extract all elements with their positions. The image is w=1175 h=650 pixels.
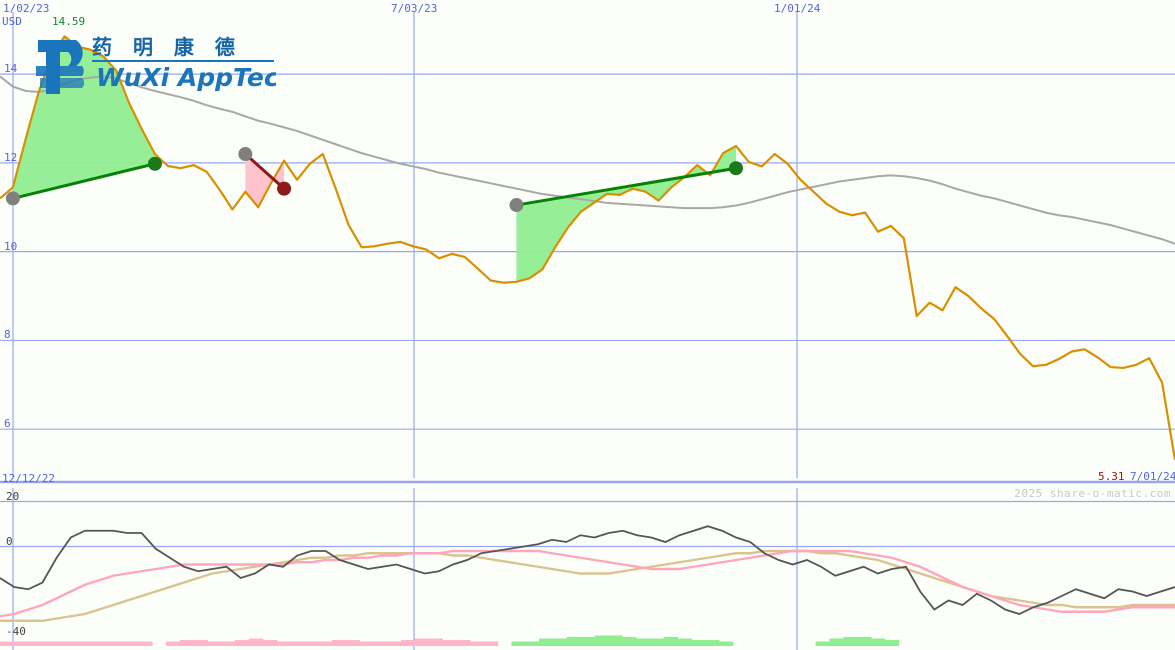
histogram-bar [400,640,416,646]
histogram-bar [0,641,15,646]
histogram-bar [179,640,195,646]
histogram-bar [248,638,264,646]
trade-exit-marker-profit[interactable] [728,161,743,176]
histogram-bar [442,640,457,646]
histogram-bar [359,641,374,646]
indicator-pink-line [0,549,1175,618]
histogram-bar [304,641,319,646]
indicator-main-line [0,525,1175,615]
histogram-bar [635,638,651,646]
label-late-date: 1/01/24 [774,2,821,15]
trade-entry-marker[interactable] [509,198,524,213]
histogram-bar [193,640,208,646]
trade-exit-marker-profit[interactable] [147,156,162,171]
histogram-bar [27,641,43,646]
histogram-bar [511,641,526,646]
histogram-bar [649,638,665,646]
histogram-bar [138,641,153,646]
histogram-bar [829,638,844,646]
label-end-date: 7/01/24 [1130,470,1175,483]
histogram-bar [387,641,402,646]
label-end-price: 5.31 [1098,470,1125,483]
histogram-bar [69,641,84,646]
histogram-bar [414,638,430,646]
histogram-bar [221,641,236,646]
trade-region-loss [245,154,285,208]
histogram-bar [608,635,623,646]
histogram-bar [691,640,706,646]
histogram-bar [428,638,443,646]
histogram-bar [41,641,56,646]
histogram-bar [622,637,637,646]
histogram-bar [235,640,250,646]
histogram-bar [580,637,596,646]
price-y-tick: 8 [4,328,11,342]
histogram-bar [456,640,471,646]
histogram-bar [124,641,139,646]
histogram-bar [13,641,29,646]
trade-trend-line-profit [12,162,156,200]
price-y-tick: 14 [4,62,18,76]
indicator-y-tick: 20 [6,489,20,503]
label-start-date: 1/02/23 [3,2,50,15]
histogram-bar [470,641,485,646]
histogram-bar [262,640,278,646]
histogram-bar [815,641,831,646]
histogram-bar [843,637,858,646]
histogram-bar [82,641,98,646]
price-y-tick: 6 [4,417,11,431]
label-separator-date: 12/12/22 [2,472,55,485]
label-start-price: 14.59 [52,15,86,28]
histogram-bar [677,638,692,646]
histogram-bar [718,641,734,646]
watermark: 2025 share-o-matic.com [1014,487,1171,500]
histogram-bar [884,640,900,646]
histogram-bar [317,641,333,646]
histogram-bar [207,641,222,646]
histogram-bar [594,635,609,646]
trade-entry-marker[interactable] [238,147,253,162]
histogram-bar [870,638,886,646]
histogram-bar [110,641,126,646]
histogram-bar [857,637,872,646]
moving-average-line [0,75,1175,245]
histogram-bar [373,641,388,646]
trade-entry-marker[interactable] [5,191,20,206]
histogram-bar [705,640,720,646]
price-y-tick: 12 [4,150,18,164]
label-currency: USD [2,15,22,28]
histogram-bar [539,638,554,646]
histogram-bar [165,641,181,646]
indicator-y-tick: -40 [6,624,26,638]
trade-trend-line-loss [244,152,286,190]
histogram-bar [525,641,540,646]
price-y-tick: 10 [4,239,18,253]
histogram-bar [483,641,499,646]
histogram-bar [96,641,112,646]
histogram-bar [331,640,347,646]
histogram-bar [290,641,305,646]
histogram-bar [345,640,361,646]
histogram-bar [276,641,291,646]
histogram-bar [566,637,582,646]
indicator-y-tick: 0 [6,534,13,548]
trade-region-profit [516,146,736,282]
histogram-bar [55,641,70,646]
label-mid-date: 7/03/23 [391,2,438,15]
histogram-bar [552,638,568,646]
histogram-bar [663,637,678,646]
price-line [0,35,1175,460]
trade-trend-line-profit [516,166,737,207]
trade-exit-marker-loss[interactable] [277,181,292,196]
trade-region-profit [12,36,155,199]
